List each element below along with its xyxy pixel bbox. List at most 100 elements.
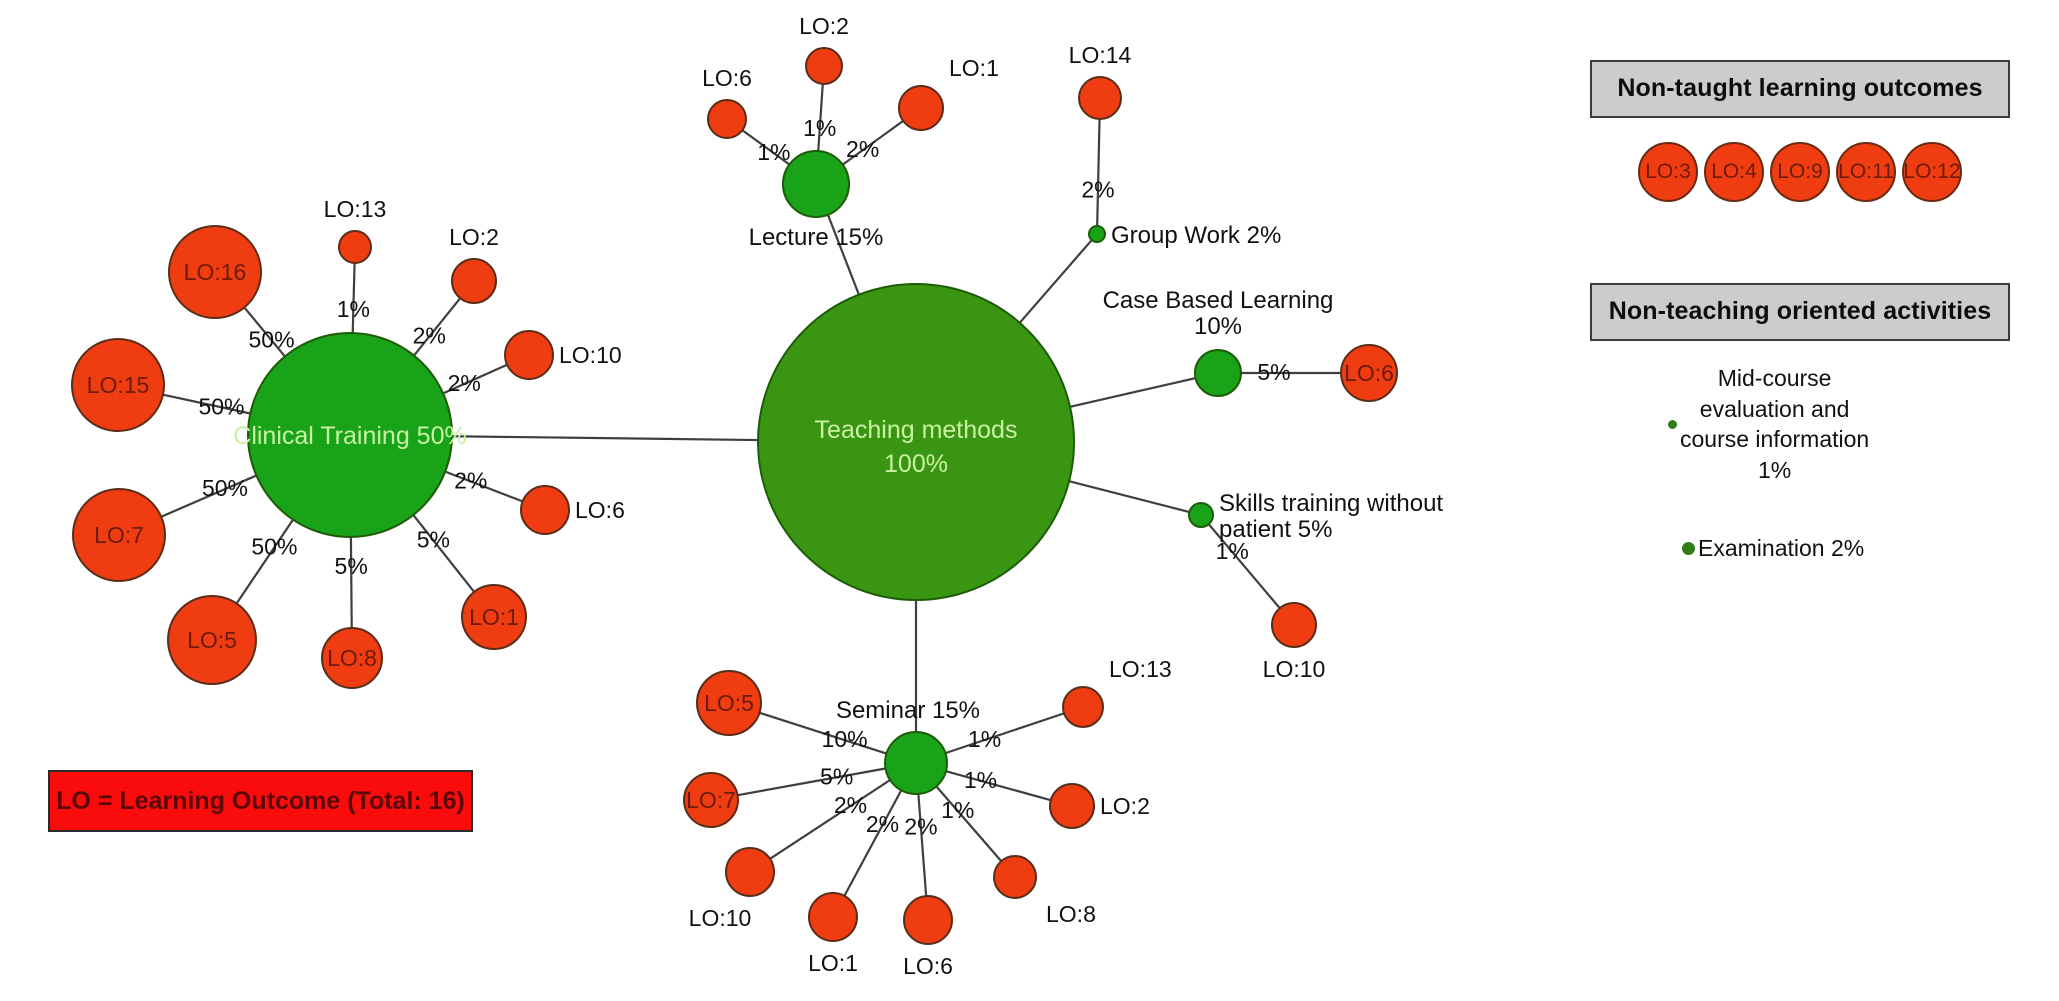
non-taught-lo-lo12[interactable]: LO:12 (1902, 142, 1962, 202)
root-label: Teaching methods (815, 416, 1018, 444)
root-percent: 100% (884, 450, 948, 478)
activity-row-0: Mid-course evaluation and course informa… (1590, 363, 2010, 485)
node-labels: LO:16 LO:15 LO:7 LO:5 LO:8 LO:1 LO:6 LO:10 LO:2 L… (87, 13, 1444, 979)
lo-node-clinical-training-1-inner-label: LO:15 (87, 372, 150, 398)
lo-node-clinical-training-5[interactable] (461, 584, 527, 650)
edge-clinical-training-to-lo-6 (444, 470, 523, 503)
edge-seminar-to-lo-2 (769, 779, 891, 860)
lo-node-group-work-0-label: LO:14 (1069, 42, 1132, 68)
edge-seminar-to-lo-0 (759, 711, 887, 755)
lo-node-seminar-2[interactable] (725, 847, 775, 897)
lo-node-seminar-7-label: LO:13 (1109, 656, 1172, 682)
edge-clinical-training-to-lo-2 (160, 474, 257, 518)
lo-node-clinical-training-3[interactable] (167, 595, 257, 685)
lo-node-seminar-5-label: LO:8 (1046, 901, 1096, 927)
edge-root-to-group-work (1018, 239, 1093, 324)
lo-node-clinical-training-7-label: LO:10 (559, 342, 622, 368)
hub-node-clinical-training[interactable] (247, 332, 453, 538)
lo-node-clinical-training-1[interactable] (71, 338, 165, 432)
pct-clinical-training-8: 2% (413, 323, 446, 349)
lo-node-clinical-training-6-label: LO:6 (575, 497, 625, 523)
lo-node-lecture-0[interactable] (707, 99, 747, 139)
lo-node-clinical-training-8[interactable] (451, 258, 497, 304)
edge-group-work-to-lo-0 (1096, 118, 1101, 227)
lo-node-skills-training-without-patient-0-label: LO:10 (1263, 656, 1326, 682)
pct-clinical-training-0: 50% (249, 326, 295, 352)
edge-root-to-clinical-training (451, 435, 759, 442)
panel-non-taught-learning-outcomes: Non-taught learning outcomes LO:3 LO:4 LO:… (1590, 60, 2010, 202)
lo-node-clinical-training-3-inner-label: LO:5 (187, 627, 237, 653)
lo-node-seminar-4[interactable] (903, 895, 953, 945)
pct-seminar-1: 5% (820, 763, 853, 789)
lo-node-clinical-training-5-inner-label: LO:1 (469, 604, 519, 630)
edge-clinical-training-to-lo-3 (235, 518, 294, 605)
pct-seminar-4: 2% (904, 814, 937, 840)
lo-node-clinical-training-9[interactable] (338, 230, 372, 264)
hub-node-seminar[interactable] (884, 731, 948, 795)
edge-clinical-training-to-lo-0 (243, 306, 286, 358)
non-taught-lo-label: LO:9 (1777, 160, 1823, 183)
edge-clinical-training-to-lo-8 (413, 297, 462, 357)
activity-label: Mid-course evaluation and course informa… (1680, 365, 1870, 483)
non-taught-lo-lo11[interactable]: LO:11 (1836, 142, 1896, 202)
non-taught-lo-lo3[interactable]: LO:3 (1638, 142, 1698, 202)
pct-lecture-0: 1% (757, 139, 790, 165)
lo-node-seminar-6[interactable] (1049, 783, 1095, 829)
hub-node-lecture[interactable] (782, 150, 850, 218)
pct-seminar-6: 1% (964, 767, 997, 793)
lo-node-skills-training-without-patient-0[interactable] (1271, 602, 1317, 648)
hub-node-group-work[interactable] (1088, 225, 1106, 243)
non-taught-lo-lo9[interactable]: LO:9 (1770, 142, 1830, 202)
hub-label-clinical-training: Clinical Training 50% (233, 422, 466, 450)
lo-node-lecture-1-label: LO:2 (799, 13, 849, 39)
edge-seminar-to-lo-5 (935, 785, 1003, 862)
activity-label: Examination 2% (1698, 535, 1865, 562)
pct-group-work-0: 2% (1081, 177, 1114, 203)
hub-node-case-based-learning[interactable] (1194, 349, 1242, 397)
hub-label-seminar: Seminar 15% (836, 697, 980, 724)
edge-lecture-to-lo-0 (741, 129, 790, 166)
lo-node-clinical-training-2-inner-label: LO:7 (94, 522, 144, 548)
lo-node-clinical-training-4[interactable] (321, 627, 383, 689)
pct-clinical-training-6: 2% (454, 467, 487, 493)
pct-clinical-training-4: 5% (335, 553, 368, 579)
lo-node-seminar-0[interactable] (696, 670, 762, 736)
hub-label-lecture: Lecture 15% (749, 224, 884, 251)
pct-clinical-training-1: 50% (198, 393, 244, 419)
hub-node-skills-training-without-patient[interactable] (1188, 502, 1214, 528)
lo-node-clinical-training-7[interactable] (504, 330, 554, 380)
edge-seminar-to-lo-3 (843, 789, 903, 897)
lo-node-group-work-0[interactable] (1078, 76, 1122, 120)
hub-label-skills-training-without-patient: Skills training without patient 5% (1219, 490, 1443, 543)
non-taught-lo-lo4[interactable]: LO:4 (1704, 142, 1764, 202)
lo-node-seminar-5[interactable] (993, 855, 1037, 899)
pct-seminar-2: 2% (834, 792, 867, 818)
panel-header-non-taught: Non-taught learning outcomes (1590, 60, 2010, 118)
root-node-teaching-methods[interactable] (757, 283, 1075, 601)
edges (160, 83, 1341, 897)
lo-node-seminar-3[interactable] (808, 892, 858, 942)
lo-node-lecture-2[interactable] (898, 85, 944, 131)
pct-lecture-2: 2% (846, 136, 879, 162)
edge-root-to-skills-training-without-patient (1068, 480, 1190, 514)
lo-node-seminar-1[interactable] (683, 772, 739, 828)
lo-node-seminar-0-inner-label: LO:5 (704, 690, 754, 716)
hub-label-case-based-learning: Case Based Learning 10% (1103, 287, 1334, 340)
lo-node-clinical-training-6[interactable] (520, 485, 570, 535)
nodes (71, 47, 1398, 945)
hub-label-group-work: Group Work 2% (1111, 222, 1281, 249)
lo-node-seminar-3-label: LO:1 (808, 950, 858, 976)
activity-dot-icon (1668, 419, 1677, 429)
edge-seminar-to-lo-7 (945, 712, 1065, 755)
lo-node-seminar-1-inner-label: LO:7 (686, 787, 736, 813)
lo-node-clinical-training-0[interactable] (168, 225, 262, 319)
lo-node-clinical-training-2[interactable] (72, 488, 166, 582)
lo-node-lecture-1[interactable] (805, 47, 843, 85)
lo-node-seminar-7[interactable] (1062, 686, 1104, 728)
lo-definition-box: LO = Learning Outcome (Total: 16) (48, 770, 473, 832)
edge-clinical-training-to-lo-9 (351, 262, 356, 334)
edge-seminar-to-lo-6 (945, 770, 1052, 802)
lo-node-case-based-learning-0[interactable] (1340, 344, 1398, 402)
